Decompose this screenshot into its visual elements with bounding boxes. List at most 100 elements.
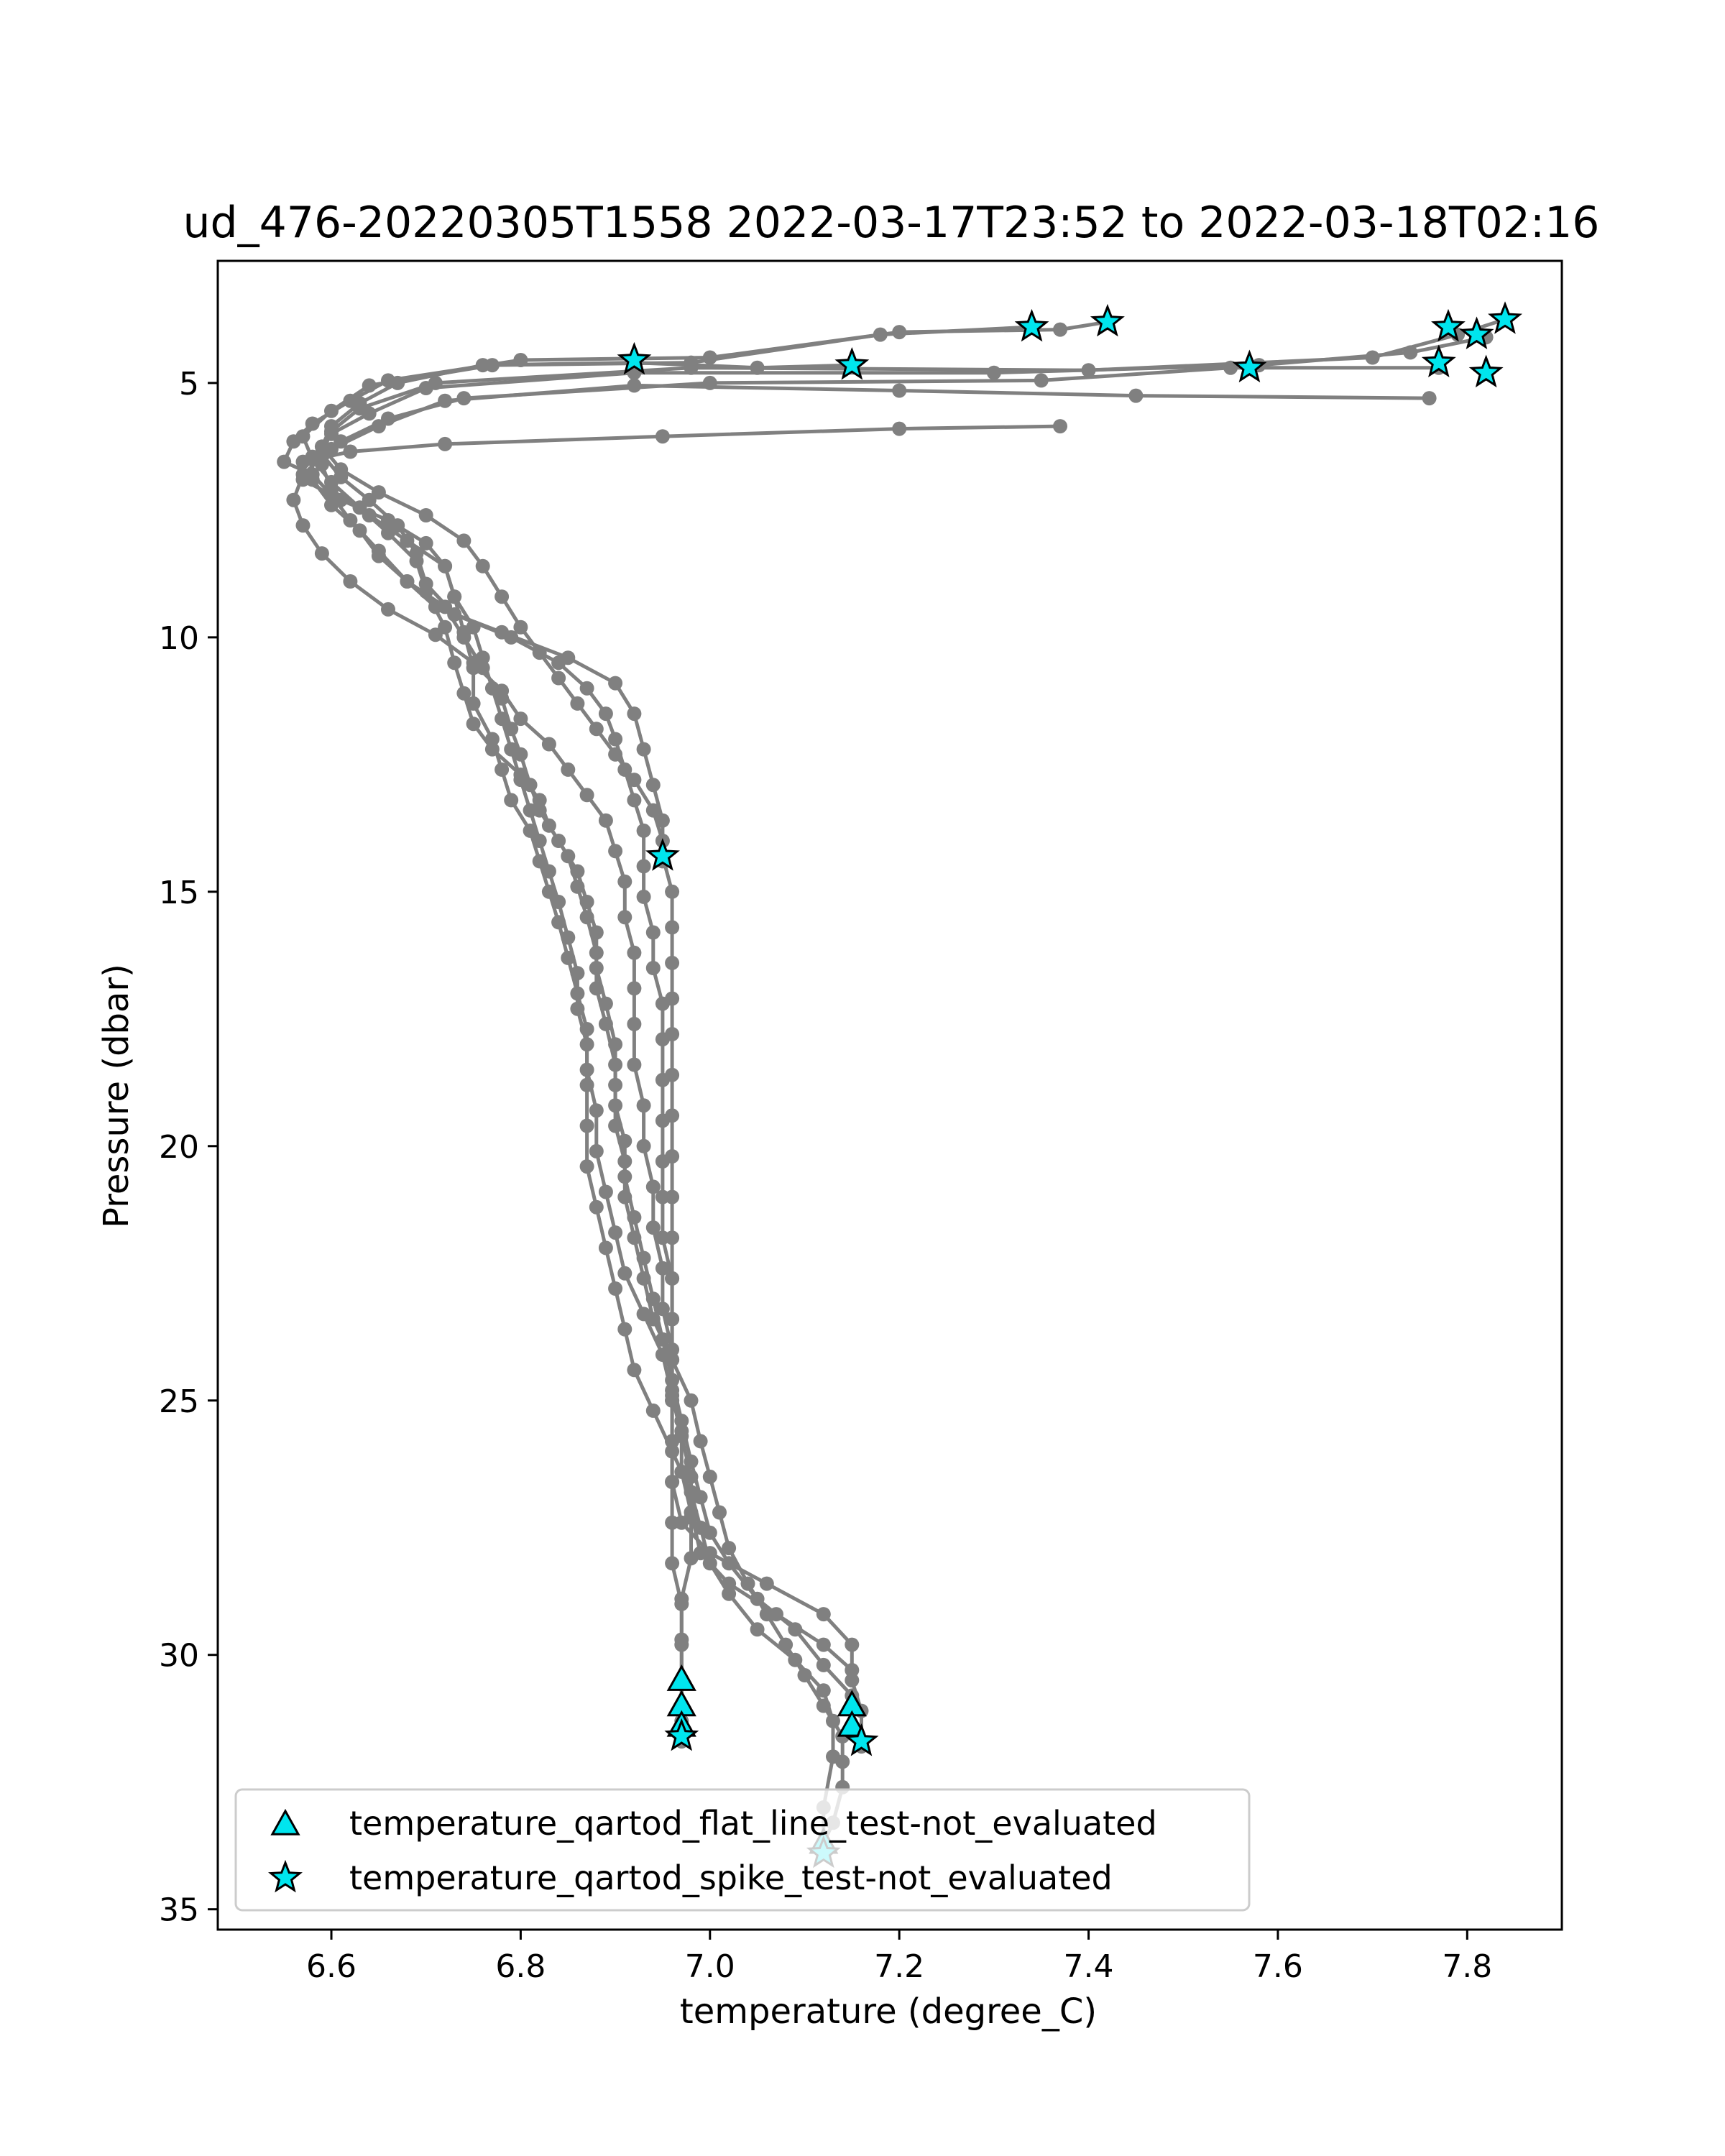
profile-7 xyxy=(295,419,1067,1861)
data-point xyxy=(892,421,907,436)
data-point xyxy=(371,485,386,500)
data-point xyxy=(1128,388,1144,403)
data-point xyxy=(295,454,310,469)
data-point xyxy=(636,742,651,757)
data-point xyxy=(845,1673,860,1688)
data-point xyxy=(617,1169,632,1184)
data-point xyxy=(1403,345,1418,360)
data-point xyxy=(684,1485,699,1500)
data-point xyxy=(608,747,623,762)
data-point xyxy=(579,1118,594,1133)
data-point xyxy=(456,533,472,548)
legend-label: temperature_qartod_flat_line_test-not_ev… xyxy=(349,1804,1157,1843)
data-point xyxy=(579,1037,594,1052)
data-point xyxy=(722,1586,737,1601)
data-point xyxy=(636,1307,651,1322)
data-point xyxy=(589,1143,604,1158)
data-point xyxy=(665,1108,680,1123)
data-point xyxy=(845,1663,860,1677)
data-point xyxy=(466,619,481,635)
data-point xyxy=(598,1240,613,1256)
data-point xyxy=(608,1225,623,1240)
data-point xyxy=(759,1576,774,1591)
data-point xyxy=(655,429,670,444)
x-tick-label: 7.2 xyxy=(874,1948,924,1985)
data-point xyxy=(343,444,358,459)
data-point xyxy=(438,436,453,451)
data-point xyxy=(1223,360,1238,375)
data-point xyxy=(494,762,510,777)
data-point xyxy=(712,1505,727,1520)
data-point xyxy=(362,406,377,421)
data-point xyxy=(617,1322,632,1337)
data-point xyxy=(438,393,453,408)
data-point xyxy=(352,396,367,411)
data-point xyxy=(513,619,528,635)
data-point xyxy=(986,365,1001,380)
data-point xyxy=(769,1607,783,1622)
data-point xyxy=(617,910,632,925)
spike-flag-star xyxy=(1421,344,1456,377)
data-point xyxy=(334,462,349,477)
data-point xyxy=(608,732,623,747)
data-point xyxy=(475,558,490,573)
y-tick-label: 5 xyxy=(179,366,199,402)
data-point xyxy=(589,981,604,996)
x-tick-label: 7.0 xyxy=(685,1948,735,1985)
data-point xyxy=(702,1556,717,1571)
x-axis-label: temperature (degree_C) xyxy=(680,1991,1097,2032)
axes: 6.6 6.8 7.0 7.2 7.4 7.6 7.8 5 10 15 20 25 30 35 xyxy=(159,366,1492,1985)
data-point xyxy=(645,803,661,818)
data-point xyxy=(722,1541,737,1556)
data-point xyxy=(645,1291,661,1307)
data-point xyxy=(447,655,462,671)
data-point xyxy=(665,1475,680,1489)
data-point xyxy=(513,773,528,788)
data-point xyxy=(343,574,358,589)
data-point xyxy=(674,1591,689,1606)
data-point xyxy=(305,416,320,431)
data-point xyxy=(665,1230,680,1245)
data-point xyxy=(665,1383,680,1398)
data-point xyxy=(381,513,395,528)
data-point xyxy=(579,788,594,803)
data-point xyxy=(589,945,604,960)
data-point xyxy=(561,650,576,665)
data-point xyxy=(371,548,386,563)
data-point xyxy=(295,472,310,487)
data-point xyxy=(570,966,585,981)
data-point xyxy=(466,717,481,732)
y-tick-label: 35 xyxy=(159,1892,199,1929)
data-point xyxy=(286,492,301,507)
data-point xyxy=(504,742,519,757)
data-point xyxy=(645,778,661,793)
data-point xyxy=(627,945,642,960)
spike-flag-star xyxy=(664,1718,699,1751)
data-point xyxy=(816,1657,831,1672)
data-point xyxy=(418,508,433,522)
data-point xyxy=(816,1683,831,1698)
spike-flag-star xyxy=(1468,354,1504,388)
data-point xyxy=(1053,419,1067,434)
data-point xyxy=(428,627,443,642)
data-point xyxy=(617,1133,632,1148)
y-tick-label: 25 xyxy=(159,1383,199,1420)
data-point xyxy=(636,859,651,874)
data-point xyxy=(579,681,594,696)
data-point xyxy=(627,1210,642,1225)
data-point xyxy=(627,378,642,393)
data-point xyxy=(845,1637,860,1652)
data-point xyxy=(750,1622,765,1637)
data-point xyxy=(532,834,547,848)
data-point xyxy=(579,910,594,925)
data-point xyxy=(665,1444,680,1459)
legend-star-marker xyxy=(268,1859,303,1893)
data-point xyxy=(873,327,888,342)
data-point xyxy=(494,589,510,604)
data-point xyxy=(561,849,576,864)
x-tick-label: 7.6 xyxy=(1253,1948,1303,1985)
data-point xyxy=(627,1057,642,1072)
data-point xyxy=(400,574,415,589)
data-point xyxy=(636,1250,651,1266)
data-point xyxy=(608,844,623,859)
